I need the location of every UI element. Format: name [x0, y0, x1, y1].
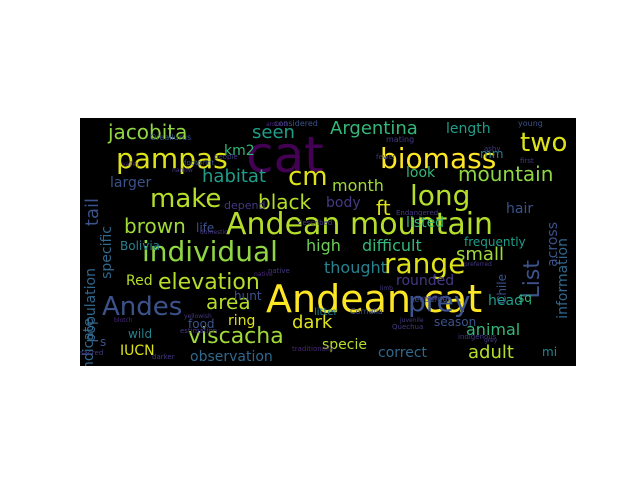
word: tail: [82, 198, 103, 227]
word: Quechua: [392, 323, 424, 331]
word: domestic: [200, 229, 228, 236]
word: litter: [314, 307, 338, 318]
word: Red: [126, 273, 153, 289]
word: Leopardus: [410, 295, 452, 304]
word: Argentina: [330, 118, 418, 139]
word: length: [446, 121, 491, 137]
word: footprint: [184, 159, 215, 167]
word: mm: [480, 147, 504, 161]
word: juvenile: [400, 317, 424, 324]
word: prey: [408, 285, 471, 318]
word: specie: [322, 337, 367, 353]
word: make: [150, 184, 222, 214]
word: limb: [380, 285, 393, 292]
word: head: [488, 293, 523, 309]
word: rounded: [396, 273, 455, 289]
word: viscacha: [188, 324, 284, 349]
word: seen: [252, 122, 295, 143]
word: hunt: [234, 289, 262, 303]
word: long: [410, 179, 471, 212]
word: observation: [190, 349, 273, 365]
word-cloud: Andean cat cat Andean mountain individua…: [80, 118, 576, 366]
word: dark: [292, 312, 333, 333]
word: biomass: [380, 142, 497, 175]
word: native: [254, 271, 273, 278]
word: ft: [376, 196, 391, 220]
word: black: [258, 190, 312, 214]
word: yellowish: [184, 313, 212, 320]
word: animal: [466, 320, 521, 339]
word: food: [188, 317, 215, 331]
word: hair: [506, 201, 534, 217]
word: Andean mountain: [226, 207, 494, 242]
word: high: [306, 236, 341, 255]
word: frequently: [464, 235, 526, 249]
word: body: [326, 195, 361, 211]
word: life: [196, 221, 215, 235]
word: pampas: [116, 142, 228, 175]
word: mi: [542, 345, 558, 359]
word: information: [555, 238, 571, 319]
word: around: [266, 121, 288, 128]
word: Cornalia: [350, 307, 383, 316]
word: Andes: [102, 292, 183, 322]
word: range: [384, 247, 466, 280]
word: ashy: [484, 145, 501, 153]
word: IUCN: [120, 343, 155, 359]
word: ring: [228, 313, 256, 329]
word: traditionally: [292, 345, 335, 353]
word: season: [434, 315, 477, 329]
word: Bolivia: [120, 239, 161, 253]
word: mating: [386, 135, 415, 144]
word: indicate: [81, 318, 97, 366]
word: mountain: [458, 162, 554, 186]
word: individual: [142, 235, 278, 268]
word: area: [206, 290, 251, 314]
word: described: [298, 219, 333, 227]
word: native: [268, 267, 290, 275]
word: brown: [124, 214, 186, 238]
word: grey: [484, 337, 498, 344]
word: Chile: [495, 274, 509, 305]
word: month: [332, 176, 384, 195]
word: young: [518, 119, 543, 128]
word: sq: [518, 291, 532, 305]
word: listed: [406, 215, 445, 231]
word: look: [406, 165, 436, 181]
word: s: [100, 335, 107, 349]
word: narrow: [172, 167, 193, 174]
word: habitat: [202, 166, 267, 187]
word: correct: [378, 345, 428, 361]
word: thought: [324, 258, 387, 277]
word: wild: [128, 327, 153, 341]
word: darker: [152, 353, 175, 361]
word: preferred: [464, 261, 492, 268]
word: considered: [274, 119, 318, 128]
word: Andean cat: [266, 277, 483, 321]
word: km2: [224, 143, 255, 159]
word: sacred: [80, 349, 104, 357]
word: difficult: [362, 236, 422, 255]
word: jacobita: [108, 120, 188, 144]
word: estimation: [180, 327, 218, 335]
word: small: [456, 244, 504, 265]
word: cat: [246, 126, 324, 184]
word: two: [520, 128, 568, 158]
word: specific: [99, 226, 115, 279]
word: adult: [468, 342, 514, 363]
word: Endangered: [396, 209, 439, 217]
word: fewer: [376, 153, 396, 161]
word: people: [214, 153, 238, 161]
word: blotch: [114, 317, 133, 324]
word: cm: [288, 162, 328, 192]
word: indigenous: [458, 333, 497, 341]
word: elevation: [158, 270, 260, 295]
word: depend: [224, 199, 266, 212]
word: valley: [122, 161, 140, 168]
word: larger: [110, 175, 152, 191]
word: Oreailurus: [150, 133, 192, 142]
word: marking: [422, 295, 447, 302]
word: first: [520, 157, 534, 165]
